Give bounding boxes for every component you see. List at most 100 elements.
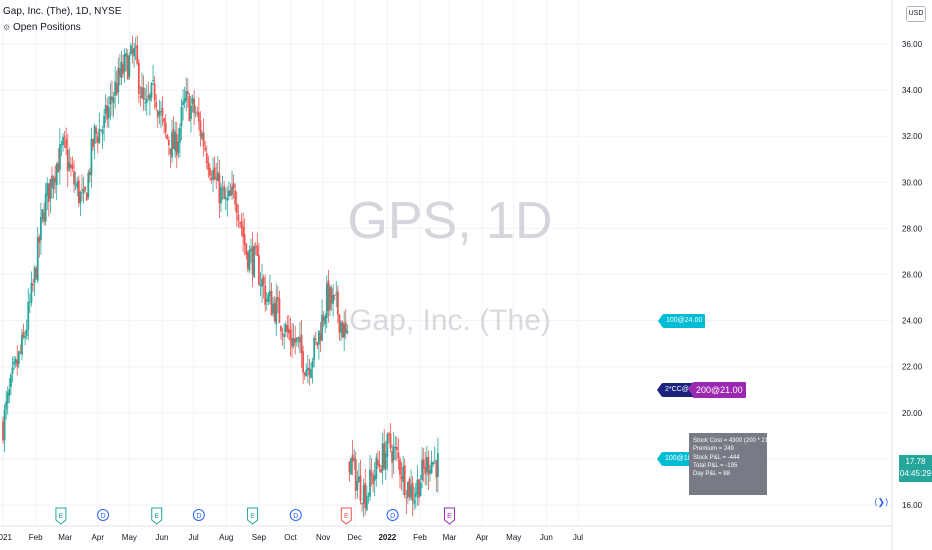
candle-body (152, 80, 154, 82)
candle-body (141, 87, 143, 99)
candle-body (85, 193, 88, 201)
candle-body (251, 246, 254, 275)
candle-body (166, 134, 169, 139)
marker-label: E (154, 513, 159, 520)
candle-body (36, 237, 39, 281)
candle-body (161, 107, 164, 117)
candle-body (216, 172, 219, 182)
time-tick-label: Jul (188, 533, 198, 542)
candle-body (343, 324, 346, 338)
earnings-marker[interactable]: E (151, 507, 163, 525)
candle-body (237, 214, 240, 221)
marker-shape (192, 509, 205, 521)
candle-body (55, 163, 58, 186)
candle-body (418, 479, 420, 498)
candle-body (66, 149, 69, 172)
candle-body (183, 98, 186, 103)
candle-body (212, 169, 214, 180)
position-label[interactable]: 100@24.00 (657, 313, 706, 328)
candle-body (248, 249, 251, 271)
candle-body (229, 190, 232, 196)
time-tick-label: Feb (413, 533, 427, 542)
candle-body (372, 475, 375, 484)
candle-body (284, 324, 287, 333)
candle-body (278, 298, 281, 324)
candle-body (2, 421, 4, 441)
candle-body (160, 111, 162, 113)
candle-body (185, 90, 188, 101)
time-tick-label: Feb (29, 533, 43, 542)
candle-body (82, 189, 85, 194)
dividend-marker[interactable]: D (289, 509, 302, 521)
candle-body (221, 189, 224, 191)
candle-body (432, 462, 435, 465)
candle-body (291, 337, 293, 347)
marker-label: D (390, 513, 395, 520)
candle-body (14, 358, 17, 363)
marker-shape (386, 509, 399, 521)
time-tick-label: Jun (156, 533, 169, 542)
candle-body (421, 459, 424, 480)
candle-body (205, 153, 208, 163)
fit-screen-icon[interactable]: ⟨❯⟩ (874, 497, 889, 507)
indicator-name: Open Positions (12, 22, 81, 33)
candle-body (346, 330, 349, 334)
earnings-marker[interactable]: E (443, 507, 455, 525)
candle-body (51, 175, 53, 188)
candle-body (169, 148, 172, 155)
time-axis: 2021 Feb Mar Apr May Jun Jul Aug Sep Oct Nov Dec 202… (0, 525, 892, 542)
settings-icon[interactable]: ⚙ (3, 23, 11, 32)
dividend-marker[interactable]: D (97, 509, 110, 521)
candle-body (115, 83, 118, 95)
candle-body (319, 333, 322, 341)
price-tick-label: 34.00 (902, 86, 923, 95)
candle-body (163, 118, 166, 123)
candle-body (188, 96, 191, 122)
candle-body (270, 290, 273, 316)
candle-body (235, 203, 238, 214)
candle-body (430, 461, 433, 474)
earnings-marker[interactable]: E (247, 507, 259, 525)
earnings-marker[interactable]: E (340, 507, 352, 525)
candle-body (275, 298, 278, 325)
candle-body (297, 337, 300, 340)
candle-body (386, 434, 389, 457)
candle-body (218, 173, 221, 204)
earnings-marker[interactable]: E (55, 507, 67, 525)
symbol-title[interactable]: Gap, Inc. (The), 1D, NYSE (3, 6, 122, 17)
time-tick-label: Aug (219, 533, 233, 542)
candle-body (174, 131, 177, 152)
candle-body (3, 409, 6, 441)
candle-body (137, 63, 140, 94)
time-tick-label: Sep (252, 533, 267, 542)
candle-body (425, 457, 428, 472)
candle-body (354, 459, 357, 491)
indicator-legend[interactable]: ⚙ Open Positions (3, 22, 81, 33)
position-label[interactable]: 200@21.00 (688, 381, 746, 398)
info-line: Day P&L = 88 (693, 471, 730, 478)
candle-body (71, 164, 74, 169)
candle-body (180, 107, 183, 127)
candle-body (47, 183, 50, 202)
currency-button[interactable]: USD (906, 6, 926, 22)
time-tick-label: Apr (92, 533, 105, 542)
candle-body (58, 144, 61, 170)
candle-body (81, 189, 83, 191)
candle-body (330, 288, 333, 305)
price-tick-label: 36.00 (902, 40, 923, 49)
watermark-ticker: GPS, 1D (347, 192, 552, 250)
dividend-marker[interactable]: D (192, 509, 205, 521)
candle-body (378, 464, 381, 467)
candle-body (338, 314, 341, 333)
candle-body (318, 330, 320, 345)
candle-body (107, 106, 110, 118)
candle-body (54, 176, 57, 182)
candle-body (367, 493, 370, 495)
candle-body (46, 183, 49, 196)
candle-body (202, 132, 205, 147)
dividend-marker[interactable]: D (386, 509, 399, 521)
candle-body (144, 102, 147, 104)
candle-body (424, 467, 427, 474)
candle-body (289, 329, 292, 342)
